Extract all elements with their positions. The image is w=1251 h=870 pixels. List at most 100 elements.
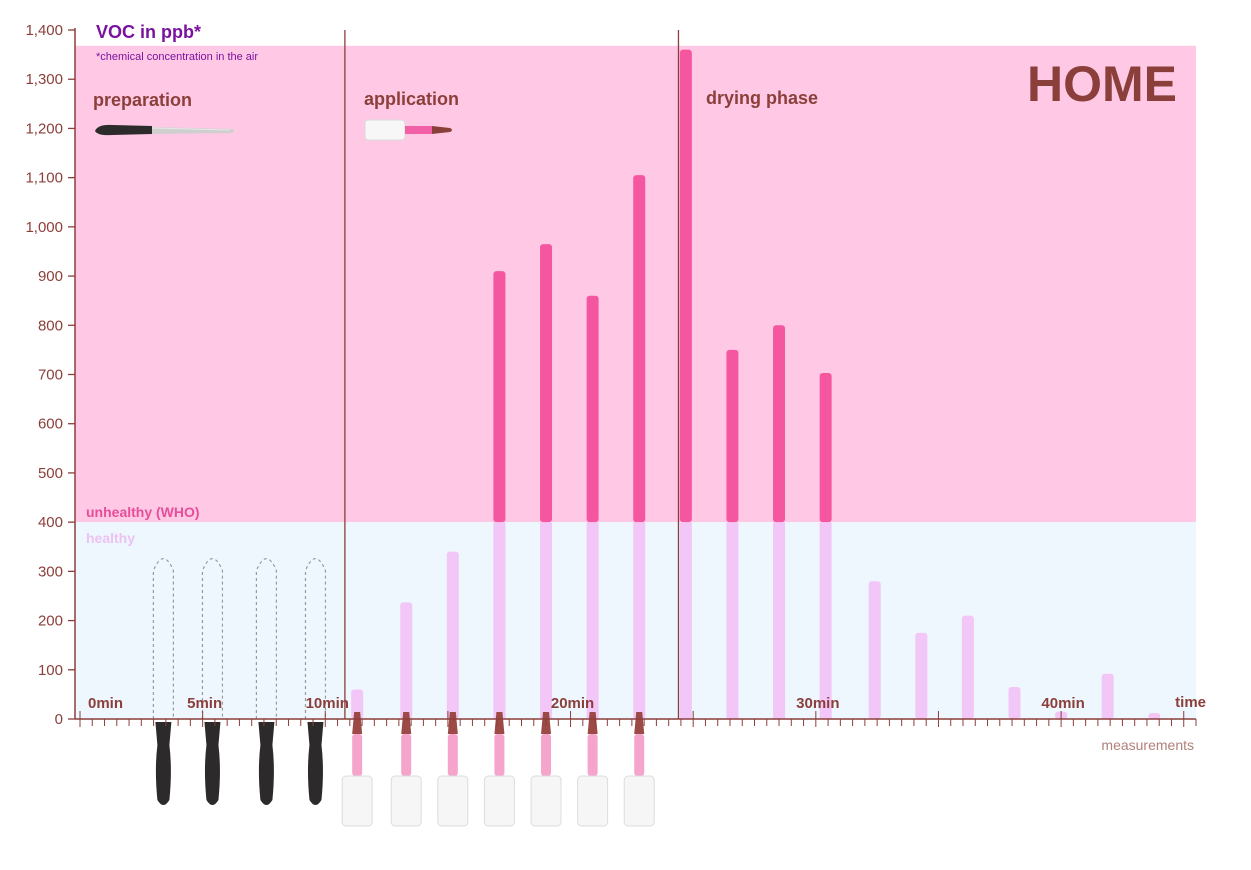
file-outline bbox=[201, 558, 224, 719]
x-axis-subtitle: measurements bbox=[1101, 737, 1194, 753]
bar bbox=[961, 615, 974, 719]
x-tick-label: 30min bbox=[796, 695, 839, 712]
brush-tip-icon bbox=[634, 712, 645, 734]
bar-high-segment bbox=[679, 49, 692, 523]
bar-low-segment bbox=[1008, 687, 1021, 719]
bar-low-segment bbox=[540, 522, 553, 719]
brush-marker bbox=[437, 712, 469, 827]
x-tick-label: 40min bbox=[1041, 695, 1084, 712]
bar bbox=[446, 551, 459, 719]
bar-low-segment bbox=[400, 602, 413, 719]
bar bbox=[1101, 673, 1114, 719]
brush-stem-icon bbox=[494, 734, 505, 776]
brush-stem-icon bbox=[634, 734, 645, 776]
y-tick-label: 900 bbox=[38, 268, 63, 285]
bar-low-segment bbox=[773, 522, 786, 719]
brush-tip-icon bbox=[401, 712, 412, 734]
file-outline bbox=[152, 558, 174, 719]
file-tool-icon bbox=[204, 722, 221, 805]
nail-polish-brush-icon bbox=[364, 119, 452, 141]
y-tick-label: 500 bbox=[38, 465, 63, 482]
bar-low-segment bbox=[1148, 713, 1161, 719]
polish-cap-icon bbox=[530, 775, 562, 827]
polish-cap-icon bbox=[483, 775, 515, 827]
polish-cap-icon bbox=[390, 775, 422, 827]
bar bbox=[586, 295, 599, 719]
brush-stem-icon bbox=[401, 734, 412, 776]
bar-low-segment bbox=[1101, 673, 1114, 719]
x-tick-label: 0min bbox=[88, 695, 123, 712]
phase-label-application: application bbox=[364, 89, 459, 109]
bar bbox=[819, 373, 832, 719]
y-tick-label: 1,400 bbox=[25, 22, 63, 39]
bar bbox=[1008, 687, 1021, 719]
brush-stem-icon bbox=[541, 734, 552, 776]
file-outline bbox=[304, 558, 327, 719]
y-tick-label: 300 bbox=[38, 563, 63, 580]
bar bbox=[773, 325, 786, 719]
file-tool-icon bbox=[258, 722, 275, 805]
bar bbox=[540, 244, 553, 719]
y-tick-label: 600 bbox=[38, 416, 63, 433]
bar-low-segment bbox=[726, 522, 739, 719]
bar bbox=[400, 602, 413, 719]
bar-high-segment bbox=[586, 295, 599, 523]
x-tick-label: 10min bbox=[306, 695, 349, 712]
phase-label-preparation: preparation bbox=[93, 90, 192, 110]
y-tick-label: 0 bbox=[55, 711, 63, 728]
file-outline bbox=[255, 558, 278, 719]
chart-title: VOC in ppb* bbox=[96, 22, 201, 42]
bar-low-segment bbox=[633, 522, 646, 719]
polish-cap-icon bbox=[623, 775, 655, 827]
polish-cap-icon bbox=[437, 775, 469, 827]
file-marker bbox=[255, 558, 278, 805]
brush-marker bbox=[623, 712, 655, 827]
bar-high-segment bbox=[819, 373, 832, 523]
unhealthy-label: unhealthy (WHO) bbox=[86, 504, 200, 520]
bar bbox=[493, 271, 506, 719]
y-tick-label: 200 bbox=[38, 613, 63, 630]
bar-high-segment bbox=[726, 349, 739, 523]
brush-tip-icon bbox=[587, 712, 598, 734]
bar-high-segment bbox=[493, 271, 506, 523]
file-marker bbox=[201, 558, 224, 805]
file-markers-group bbox=[152, 558, 655, 827]
bar bbox=[679, 49, 692, 719]
y-tick-label: 100 bbox=[38, 662, 63, 679]
x-tick-label: 5min bbox=[187, 695, 222, 712]
x-axis-title: time bbox=[1175, 694, 1206, 711]
axes-group: 0 100 200 300 400 500 600 700 800 900 1,000 1,100 1,… bbox=[25, 22, 1197, 728]
brush-stem-icon bbox=[587, 734, 598, 776]
phase-label-drying: drying phase bbox=[706, 88, 818, 108]
brush-stem-icon bbox=[447, 734, 458, 776]
bar bbox=[633, 175, 646, 719]
brush-tip-icon bbox=[447, 712, 458, 734]
polish-cap-icon bbox=[577, 775, 609, 827]
bar-low-segment bbox=[868, 581, 881, 719]
file-marker bbox=[304, 558, 327, 805]
bar-low-segment bbox=[679, 522, 692, 719]
brush-stem-icon bbox=[352, 734, 363, 776]
location-badge: HOME bbox=[1027, 56, 1177, 112]
file-tool-icon bbox=[307, 722, 324, 805]
bar bbox=[726, 349, 739, 719]
brush-marker bbox=[341, 712, 373, 827]
y-tick-label: 1,200 bbox=[25, 120, 63, 137]
bar-low-segment bbox=[351, 689, 364, 719]
file-marker bbox=[152, 558, 174, 805]
brush-marker bbox=[483, 712, 515, 827]
brush-marker bbox=[390, 712, 422, 827]
y-tick-label: 800 bbox=[38, 317, 63, 334]
bar bbox=[915, 632, 928, 719]
file-tool-icon bbox=[155, 722, 172, 805]
brush-tip-icon bbox=[494, 712, 505, 734]
bar-low-segment bbox=[819, 522, 832, 719]
chart-subtitle: *chemical concentration in the air bbox=[96, 51, 258, 63]
healthy-label: healthy bbox=[86, 530, 135, 546]
polish-cap-icon bbox=[341, 775, 373, 827]
bar-high-segment bbox=[773, 325, 786, 523]
bar-high-segment bbox=[540, 244, 553, 523]
bar bbox=[351, 689, 364, 719]
y-tick-label: 400 bbox=[38, 514, 63, 531]
